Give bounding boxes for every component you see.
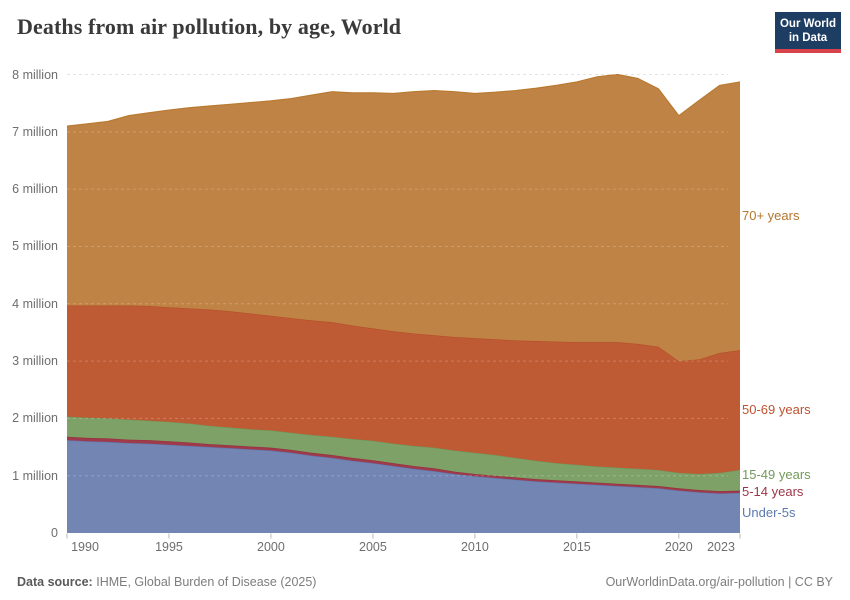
x-axis-label-1995: 1995 (155, 540, 183, 554)
data-source-label: Data source: (17, 575, 93, 589)
series-label-under-5s: Under-5s (742, 504, 796, 520)
area-under-5s[interactable] (67, 440, 740, 533)
x-axis-label-2010: 2010 (460, 540, 489, 554)
data-source-text: IHME, Global Burden of Disease (2025) (96, 575, 317, 589)
y-axis-label-7: 7 million (12, 124, 58, 139)
area-50-69-years[interactable] (67, 305, 740, 474)
y-axis-label-1: 1 million (12, 468, 58, 483)
x-axis-label-1990: 1990 (71, 540, 99, 554)
x-axis-label-2005: 2005 (359, 540, 387, 554)
logo-text-line2: in Data (788, 32, 828, 44)
owid-logo: Our World in Data (775, 12, 841, 53)
credit-line: OurWorldinData.org/air-pollution | CC BY (605, 575, 833, 589)
area-70-years[interactable] (67, 74, 740, 362)
chart-footer: Data source: IHME, Global Burden of Dise… (17, 575, 833, 589)
y-axis-label-8: 8 million (12, 67, 58, 82)
area-15-49-years[interactable] (67, 416, 740, 492)
y-axis-label-4: 4 million (12, 296, 58, 311)
series-label-5-14-years: 5-14 years (742, 483, 804, 499)
series-label-70-years: 70+ years (742, 208, 800, 224)
x-axis-label-2000: 2000 (257, 540, 285, 554)
x-axis-label-2020: 2020 (664, 540, 693, 554)
x-axis-label-2015: 2015 (562, 540, 591, 554)
y-axis-label-2: 2 million (12, 411, 58, 426)
series-label-50-69-years: 50-69 years (742, 402, 811, 418)
y-axis-label-0: 0 (51, 526, 58, 540)
y-axis-label-3: 3 million (12, 354, 58, 369)
y-axis-label-6: 6 million (12, 182, 58, 197)
y-axis-label-5: 5 million (12, 239, 58, 254)
chart-title: Deaths from air pollution, by age, World (17, 14, 402, 39)
line-70-years (66, 73, 741, 127)
data-source: Data source: IHME, Global Burden of Dise… (17, 575, 316, 589)
series-label-15-49-years: 15-49 years (742, 466, 811, 482)
x-axis-label-2023: 2023 (707, 540, 735, 554)
logo-text-line1: Our World (779, 18, 836, 30)
